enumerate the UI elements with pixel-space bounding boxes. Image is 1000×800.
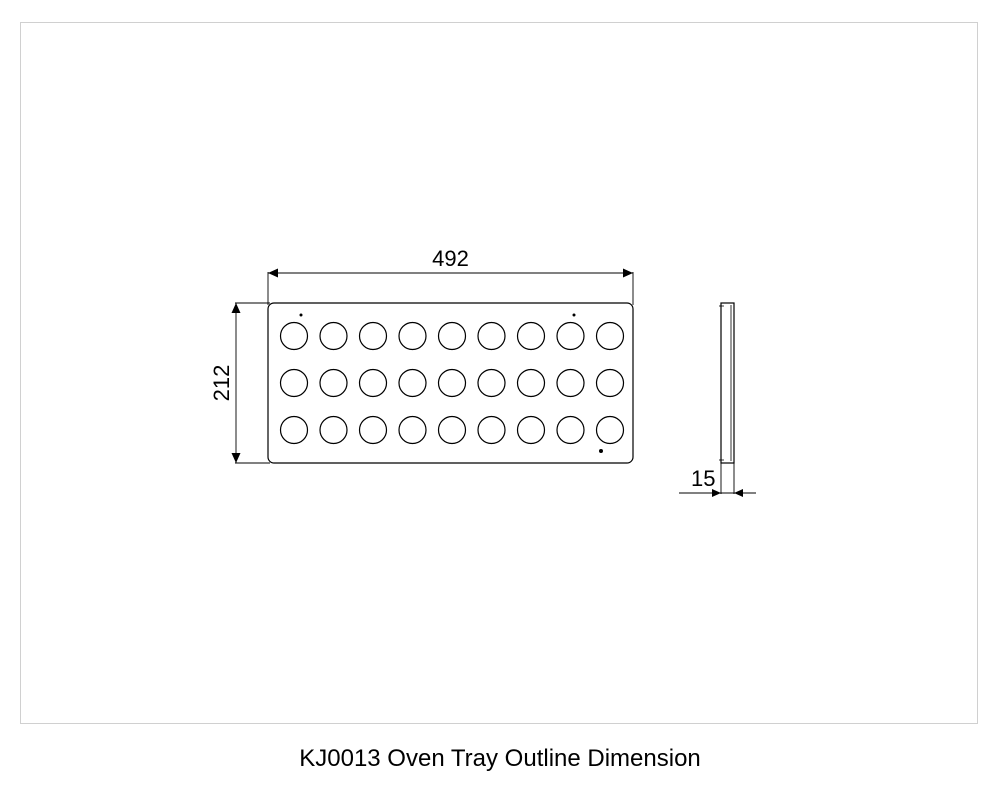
tray-hole — [320, 417, 347, 444]
tray-side-view — [721, 303, 734, 463]
tray-hole — [557, 323, 584, 350]
outer-frame: 492 212 15 — [20, 22, 978, 724]
tray-hole — [478, 370, 505, 397]
tray-hole — [518, 323, 545, 350]
tray-hole — [439, 323, 466, 350]
technical-drawing-svg: 492 212 15 — [21, 23, 979, 725]
tray-hole — [360, 323, 387, 350]
tray-hole — [281, 370, 308, 397]
tray-hole — [399, 323, 426, 350]
tray-hole — [439, 370, 466, 397]
tray-mark — [300, 314, 303, 317]
tray-hole — [478, 323, 505, 350]
tray-hole — [360, 370, 387, 397]
tray-hole — [439, 417, 466, 444]
tray-hole — [478, 417, 505, 444]
tray-hole — [281, 417, 308, 444]
tray-hole — [320, 323, 347, 350]
tray-hole — [557, 370, 584, 397]
tray-hole — [597, 323, 624, 350]
tray-mark — [573, 314, 576, 317]
tray-hole — [399, 417, 426, 444]
dim-label-width: 492 — [432, 246, 469, 271]
tray-mark — [599, 449, 603, 453]
tray-hole — [399, 370, 426, 397]
tray-hole — [518, 417, 545, 444]
tray-hole — [597, 370, 624, 397]
tray-hole — [597, 417, 624, 444]
tray-hole — [518, 370, 545, 397]
caption-text: KJ0013 Oven Tray Outline Dimension — [0, 745, 1000, 773]
dim-label-height: 212 — [209, 365, 234, 402]
tray-hole — [360, 417, 387, 444]
tray-hole — [557, 417, 584, 444]
tray-hole — [281, 323, 308, 350]
tray-hole — [320, 370, 347, 397]
dim-label-thickness: 15 — [691, 466, 715, 491]
